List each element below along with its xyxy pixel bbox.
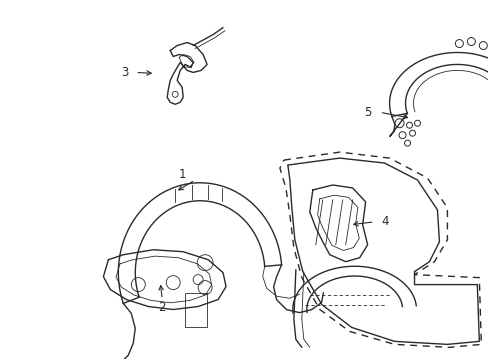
Text: 4: 4 [381, 215, 388, 228]
Text: 1: 1 [178, 167, 185, 180]
Text: 2: 2 [158, 301, 165, 314]
Text: 5: 5 [363, 106, 370, 119]
Bar [185, 293, 207, 328]
Text: 3: 3 [122, 66, 129, 79]
